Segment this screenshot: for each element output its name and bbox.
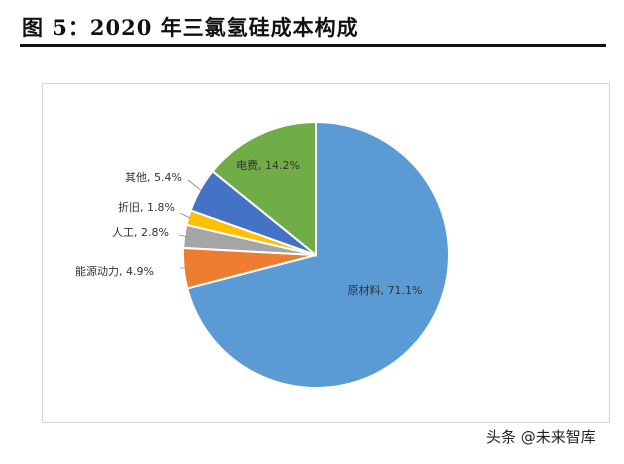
chart-frame: [42, 83, 610, 423]
title-divider: [20, 44, 606, 47]
leader-lines: [178, 179, 202, 269]
slice-label-5: 其他, 5.4%: [125, 171, 182, 184]
pie-slice-1: [186, 120, 450, 389]
slice-label-3: 人工, 2.8%: [112, 226, 169, 239]
pie-slice-6: [211, 120, 317, 258]
pie-slices: [182, 120, 450, 389]
slice-label-6: 电费, 14.2%: [236, 159, 300, 172]
watermark: 头条 @未来智库: [486, 428, 596, 446]
slice-label-2: 能源动力, 4.9%: [75, 264, 154, 278]
slice-label-4: 折旧, 1.8%: [118, 200, 175, 214]
slice-labels: 原材料, 71.1% 能源动力, 4.9% 人工, 2.8% 折旧, 1.8% 其他, …: [75, 159, 422, 297]
leader-line-3: [178, 234, 187, 237]
leader-line-4: [179, 212, 191, 219]
leader-line-5: [187, 179, 202, 192]
figure-title: 图 5：2020 年三氯氢硅成本构成: [22, 15, 359, 40]
slice-label-1: 原材料, 71.1%: [348, 283, 423, 297]
